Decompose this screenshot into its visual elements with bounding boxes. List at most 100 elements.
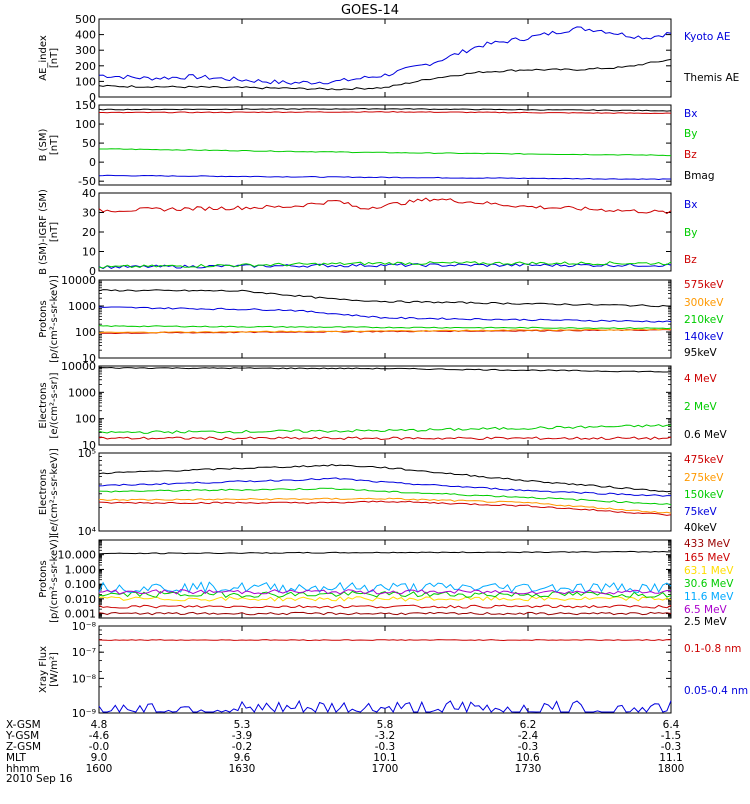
- y-tick-label: 0.001: [65, 608, 97, 621]
- panel-xray: 10⁻⁹ 10⁻⁸ 10⁻⁷ 10⁻⁸ Xray Flux [W/m²]: [38, 620, 672, 720]
- panel-bigrf: 0 10 20 30 40 B (SM)-IGRF (SM) [nT]: [38, 187, 672, 278]
- series-line-165-mev: [98, 604, 672, 609]
- y-tick-label: 1000: [68, 386, 96, 399]
- y-tick-label: 10.000: [58, 549, 97, 562]
- y-axis-label: [nT]: [49, 48, 60, 68]
- footer-value: -0.2: [232, 741, 253, 753]
- series-line-by: [99, 148, 671, 157]
- series-line-2-5-mev: [98, 550, 671, 555]
- footer-value: 6.4: [663, 719, 680, 731]
- footer-value: -0.3: [518, 741, 539, 753]
- footer-row-label: Z-GSM: [6, 741, 41, 753]
- footer-value: -0.3: [375, 741, 396, 753]
- footer-value: 4.8: [91, 719, 108, 731]
- footer-row-label: 2010 Sep 16: [6, 773, 73, 785]
- footer-value: -0.0: [89, 741, 110, 753]
- series-line-300kev: [98, 328, 672, 334]
- y-tick-label: 1000: [68, 300, 96, 313]
- series-line-4-mev: [98, 436, 672, 441]
- series-line-bx: [98, 263, 672, 270]
- series-line-0-6-mev: [98, 366, 672, 373]
- footer-value: 9.6: [234, 752, 251, 764]
- legend-electrons1: 4 MeV 2 MeV 0.6 MeV: [684, 373, 728, 441]
- legend-entry: 6.5 MeV: [684, 604, 728, 616]
- footer-value: 1700: [372, 763, 399, 775]
- series-line-kyoto-ae: [98, 26, 672, 85]
- y-tick-label: 200: [75, 60, 96, 73]
- y-axis-label: Electrons: [38, 469, 49, 515]
- legend-entry: 30.6 MeV: [684, 578, 734, 590]
- y-axis-label: [p/(cm²-s-sr-keV)]: [49, 275, 60, 363]
- legend-electrons2: 475keV 275keV 150keV 75keV 40keV: [684, 454, 724, 534]
- y-axis-label: Electrons: [38, 382, 49, 428]
- legend-bsm: Bx By Bz Bmag: [684, 108, 715, 182]
- panel-ae: 0 100 200 300 400 500 AE_index [nT]: [38, 13, 672, 104]
- footer-value: 1800: [658, 763, 685, 775]
- footer-value: 5.3: [234, 719, 251, 731]
- legend-entry: By: [684, 227, 697, 239]
- y-tick-label: 40: [82, 187, 96, 200]
- y-tick-label: 10⁵: [78, 447, 96, 460]
- legend-entry: 575keV: [684, 279, 724, 291]
- y-tick-label: 10000: [61, 360, 96, 373]
- series-line-0-05-0-4-nm: [98, 699, 672, 714]
- series-line-themis-ae: [98, 58, 672, 91]
- legend-entry: 75keV: [684, 506, 718, 518]
- y-tick-label: 10⁻⁷: [72, 646, 96, 659]
- y-tick-label: 1.000: [65, 563, 97, 576]
- series-line-by: [98, 261, 672, 269]
- footer-value: 10.1: [373, 752, 396, 764]
- y-axis-label: Xray Flux: [38, 646, 49, 693]
- series-line-40kev: [98, 463, 672, 493]
- series-line-75kev: [98, 477, 671, 497]
- legend-entry: 40keV: [684, 522, 718, 534]
- series-line-bmag: [98, 107, 672, 112]
- panel-frame: [98, 192, 672, 272]
- legend-entry: 210keV: [684, 314, 724, 326]
- y-tick-label: 10: [82, 439, 96, 452]
- y-tick-label: 10: [82, 352, 96, 365]
- y-axis-label: B (SM)-IGRF (SM): [38, 189, 49, 275]
- y-tick-label: 100: [75, 118, 96, 131]
- series-line-11-6-mev: [98, 581, 672, 594]
- y-tick-label: 0.100: [65, 578, 97, 591]
- legend-entry: 63.1 MeV: [684, 565, 734, 577]
- legend-entry: 275keV: [684, 472, 724, 484]
- y-axis-label: B (SM): [38, 128, 49, 161]
- y-tick-label: 10: [82, 246, 96, 259]
- panel-frame: [98, 104, 672, 186]
- footer-value: -3.9: [232, 730, 253, 742]
- footer-value: 11.1: [659, 752, 682, 764]
- y-axis-label: [nT]: [49, 135, 60, 155]
- legend-bigrf: Bx By Bz: [684, 199, 697, 266]
- y-tick-label: 10⁻⁹: [72, 707, 96, 720]
- y-axis-label: [e/(cm²-s-sr-keV)]: [49, 448, 60, 536]
- footer-value: -0.3: [661, 741, 682, 753]
- series-line-bz: [98, 197, 672, 215]
- series-line-475kev: [98, 500, 672, 516]
- legend-entry: Themis AE: [683, 72, 739, 84]
- legend-entry: 140keV: [684, 331, 724, 343]
- y-tick-label: 50: [82, 137, 96, 150]
- y-tick-label: 150: [75, 99, 96, 112]
- series-line-30-6-mev: [98, 590, 672, 598]
- panel-frame: [98, 625, 672, 714]
- footer-value: 9.0: [91, 752, 108, 764]
- y-axis-label: [W/m²]: [49, 652, 60, 687]
- legend-ae: Kyoto AE Themis AE: [683, 31, 739, 84]
- legend-entry: 2 MeV: [684, 401, 718, 413]
- series-line-150kev: [98, 487, 672, 506]
- y-tick-label: 10⁴: [78, 525, 97, 538]
- footer-value: 1630: [229, 763, 256, 775]
- series-line-95kev: [98, 289, 672, 308]
- y-tick-label: 10000: [61, 274, 96, 287]
- y-tick-label: 500: [75, 13, 96, 26]
- legend-entry: 11.6 MeV: [684, 591, 734, 603]
- legend-entry: Kyoto AE: [684, 31, 730, 43]
- legend-entry: 475keV: [684, 454, 724, 466]
- y-axis-label: Protons: [38, 560, 49, 597]
- y-tick-label: 0: [89, 91, 96, 104]
